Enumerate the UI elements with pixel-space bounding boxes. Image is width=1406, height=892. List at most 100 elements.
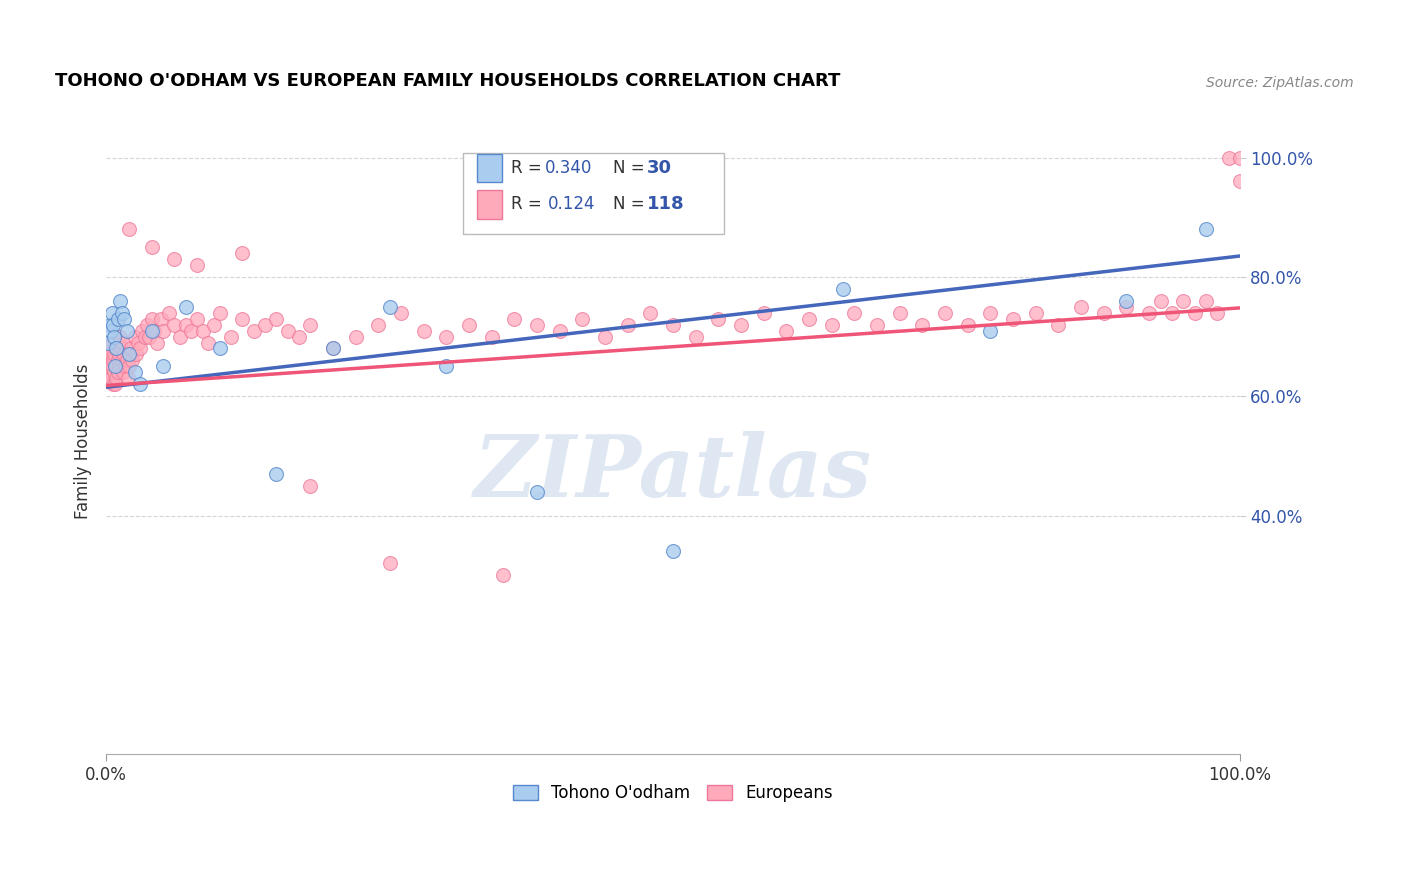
Point bbox=[138, 329, 160, 343]
Point bbox=[219, 329, 242, 343]
Point bbox=[101, 353, 124, 368]
Point bbox=[112, 311, 135, 326]
Point bbox=[288, 329, 311, 343]
Text: ZIPatlas: ZIPatlas bbox=[474, 431, 872, 514]
Point bbox=[104, 342, 127, 356]
Point bbox=[481, 329, 503, 343]
Point bbox=[163, 318, 186, 332]
Text: R =: R = bbox=[510, 195, 553, 213]
Point bbox=[616, 318, 638, 332]
Point bbox=[105, 342, 128, 356]
Y-axis label: Family Households: Family Households bbox=[75, 363, 93, 518]
Point bbox=[503, 311, 526, 326]
Point bbox=[797, 311, 820, 326]
Point bbox=[136, 318, 159, 332]
Point bbox=[685, 329, 707, 343]
Point bbox=[1184, 306, 1206, 320]
Point bbox=[1195, 222, 1218, 236]
Point bbox=[821, 318, 844, 332]
Point bbox=[101, 306, 124, 320]
Point bbox=[146, 335, 169, 350]
Point bbox=[979, 306, 1001, 320]
Point bbox=[911, 318, 934, 332]
Point bbox=[322, 342, 344, 356]
Point bbox=[1160, 306, 1182, 320]
Point bbox=[112, 335, 135, 350]
Point bbox=[107, 353, 129, 368]
Point bbox=[1115, 300, 1137, 314]
Point bbox=[141, 324, 163, 338]
Point bbox=[593, 329, 616, 343]
Bar bbox=[477, 154, 502, 182]
Point bbox=[662, 544, 685, 558]
Point bbox=[131, 324, 153, 338]
Point bbox=[412, 324, 434, 338]
Point bbox=[124, 329, 146, 343]
Text: 0.124: 0.124 bbox=[548, 195, 596, 213]
Point bbox=[169, 329, 191, 343]
Point bbox=[367, 318, 389, 332]
Point bbox=[832, 282, 855, 296]
Point bbox=[152, 324, 174, 338]
Point bbox=[526, 318, 548, 332]
Point bbox=[98, 318, 121, 332]
Point bbox=[107, 311, 129, 326]
Point bbox=[434, 359, 457, 374]
Point bbox=[197, 335, 219, 350]
Point bbox=[103, 365, 125, 379]
Point bbox=[844, 306, 866, 320]
Point bbox=[124, 365, 146, 379]
Text: 118: 118 bbox=[647, 195, 685, 213]
Point bbox=[107, 359, 129, 374]
Point bbox=[730, 318, 752, 332]
Point bbox=[118, 347, 141, 361]
Point bbox=[152, 359, 174, 374]
Text: R =: R = bbox=[510, 159, 547, 178]
Point bbox=[1229, 151, 1251, 165]
Point bbox=[242, 324, 264, 338]
Point bbox=[231, 311, 253, 326]
Point bbox=[129, 342, 152, 356]
Point bbox=[101, 377, 124, 392]
Point bbox=[264, 311, 287, 326]
Point bbox=[1149, 293, 1171, 308]
Point bbox=[186, 258, 208, 272]
Point bbox=[202, 318, 225, 332]
Point bbox=[157, 306, 180, 320]
Text: N =: N = bbox=[613, 195, 650, 213]
Point bbox=[115, 353, 138, 368]
Point bbox=[934, 306, 956, 320]
Point bbox=[253, 318, 276, 332]
Point bbox=[299, 479, 322, 493]
Point bbox=[1047, 318, 1070, 332]
Point bbox=[889, 306, 911, 320]
Point bbox=[96, 359, 118, 374]
Point bbox=[1218, 151, 1240, 165]
Bar bbox=[477, 190, 502, 219]
Point bbox=[979, 324, 1001, 338]
Point bbox=[775, 324, 797, 338]
Point bbox=[110, 342, 132, 356]
Point bbox=[208, 342, 231, 356]
Point bbox=[118, 347, 141, 361]
Point bbox=[752, 306, 775, 320]
Point bbox=[141, 240, 163, 254]
Point bbox=[191, 324, 214, 338]
Point bbox=[163, 252, 186, 266]
Point bbox=[111, 353, 134, 368]
Point bbox=[125, 347, 148, 361]
Point bbox=[112, 365, 135, 379]
Point bbox=[118, 359, 141, 374]
Point bbox=[103, 347, 125, 361]
Point bbox=[142, 324, 165, 338]
Point bbox=[107, 365, 129, 379]
Point bbox=[299, 318, 322, 332]
Point bbox=[107, 347, 129, 361]
Point bbox=[97, 335, 120, 350]
Point bbox=[378, 300, 401, 314]
Point bbox=[1229, 174, 1251, 188]
Point bbox=[174, 318, 197, 332]
Point bbox=[108, 293, 131, 308]
Point bbox=[174, 300, 197, 314]
Point bbox=[100, 347, 122, 361]
